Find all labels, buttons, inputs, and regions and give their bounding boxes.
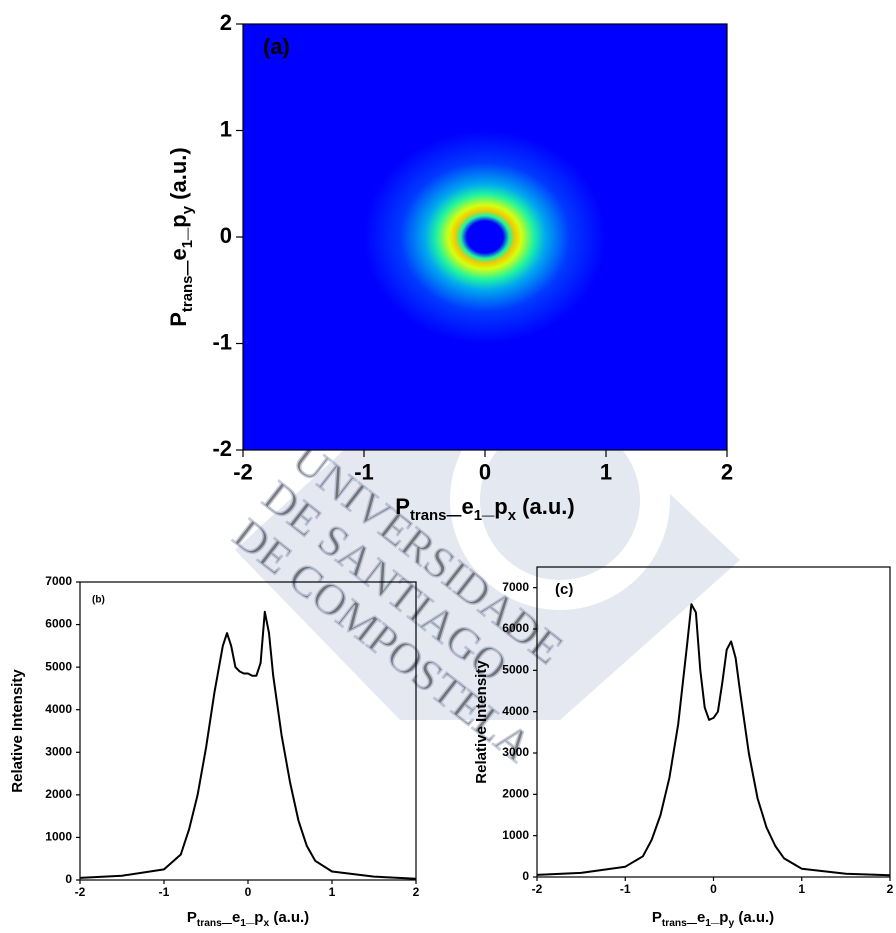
axis-label-part: 1 xyxy=(705,918,711,929)
panel-label: (a) xyxy=(263,34,290,59)
x-tick-label: -2 xyxy=(75,885,86,899)
axis-label-part: (a.u.) xyxy=(734,909,774,926)
y-tick-label: -2 xyxy=(212,436,232,461)
y-tick-label: 5000 xyxy=(45,659,72,673)
x-tick-label: -1 xyxy=(354,459,374,484)
y-tick-label: 2000 xyxy=(45,787,72,801)
axis-label-part: _p xyxy=(245,909,264,926)
y-tick-label: -1 xyxy=(212,329,232,354)
axis-label: Ptrans—e1_px (a.u.) xyxy=(395,494,574,525)
axis-label-part: (a.u.) xyxy=(269,909,309,926)
panel-label: (b) xyxy=(92,595,105,606)
x-tick-label: 1 xyxy=(798,882,805,896)
y-tick-label: 1000 xyxy=(502,828,529,842)
axis-label-part: trans— xyxy=(197,918,233,929)
axis-label: Relative Intensity xyxy=(473,660,490,784)
axis-label-part: P xyxy=(166,312,191,327)
axis-label-part: x xyxy=(263,918,269,929)
y-tick-label: 2000 xyxy=(502,787,529,801)
y-tick-label: 2 xyxy=(220,10,232,35)
axis-label-part: e xyxy=(461,494,473,519)
axis-label-part: 1 xyxy=(240,918,246,929)
axis-label: Ptrans—e1_py (a.u.) xyxy=(652,909,774,929)
axis-label-part: _p xyxy=(481,494,508,519)
x-tick-label: 2 xyxy=(413,885,420,899)
x-tick-label: 0 xyxy=(710,882,717,896)
data-line xyxy=(536,603,891,877)
axis-label-part: trans— xyxy=(410,507,462,524)
axis-label-part: P xyxy=(187,909,197,926)
y-tick-label: 1 xyxy=(220,116,232,141)
y-tick-label: 7000 xyxy=(45,574,72,588)
y-tick-label: 0 xyxy=(65,872,72,886)
x-tick-label: -1 xyxy=(620,882,631,896)
x-tick-label: 0 xyxy=(479,459,491,484)
axis-label-part: P xyxy=(395,494,410,519)
axis-label-part: 1 xyxy=(179,240,196,248)
axis-label-part: trans— xyxy=(179,260,196,312)
axis-label-part: _p xyxy=(166,214,191,241)
axis-label: Ptrans—e1_px (a.u.) xyxy=(187,909,309,929)
x-tick-label: 1 xyxy=(329,885,336,899)
axis-label-part: y xyxy=(179,205,196,214)
data-line xyxy=(79,610,417,880)
axis-label-part: e xyxy=(232,909,240,926)
x-tick-label: 0 xyxy=(245,885,252,899)
axis-label-part: trans— xyxy=(662,918,698,929)
y-tick-label: 7000 xyxy=(502,580,529,594)
axis-label-part: (a.u.) xyxy=(516,494,575,519)
x-tick-label: -2 xyxy=(532,882,543,896)
y-tick-label: 6000 xyxy=(502,621,529,635)
heatmap-ring xyxy=(364,130,606,344)
y-tick-label: 3000 xyxy=(502,745,529,759)
axis-label-part: (a.u.) xyxy=(166,147,191,206)
y-tick-label: 0 xyxy=(522,869,529,883)
axis-label-part: y xyxy=(728,918,734,929)
axis-label: Relative Intensity xyxy=(9,669,26,793)
axis-label-part: e xyxy=(697,909,705,926)
axis-label-part: x xyxy=(508,507,517,524)
axis-label-part: _p xyxy=(710,909,729,926)
y-tick-label: 1000 xyxy=(45,830,72,844)
x-tick-label: 2 xyxy=(887,882,894,896)
y-tick-label: 4000 xyxy=(502,704,529,718)
axis-label-part: e xyxy=(166,248,191,260)
x-tick-label: -2 xyxy=(233,459,253,484)
axis-label: Ptrans—e1_py (a.u.) xyxy=(166,147,197,326)
x-tick-label: 2 xyxy=(721,459,733,484)
y-tick-label: 4000 xyxy=(45,702,72,716)
x-tick-label: 1 xyxy=(600,459,612,484)
x-tick-label: -1 xyxy=(159,885,170,899)
panel-label: (c) xyxy=(555,581,573,598)
y-tick-label: 0 xyxy=(220,223,232,248)
y-tick-label: 5000 xyxy=(502,663,529,677)
y-tick-label: 6000 xyxy=(45,617,72,631)
y-tick-label: 3000 xyxy=(45,744,72,758)
axis-label-part: 1 xyxy=(474,507,482,524)
axis-label-part: P xyxy=(652,909,662,926)
watermark-shape xyxy=(235,380,740,720)
